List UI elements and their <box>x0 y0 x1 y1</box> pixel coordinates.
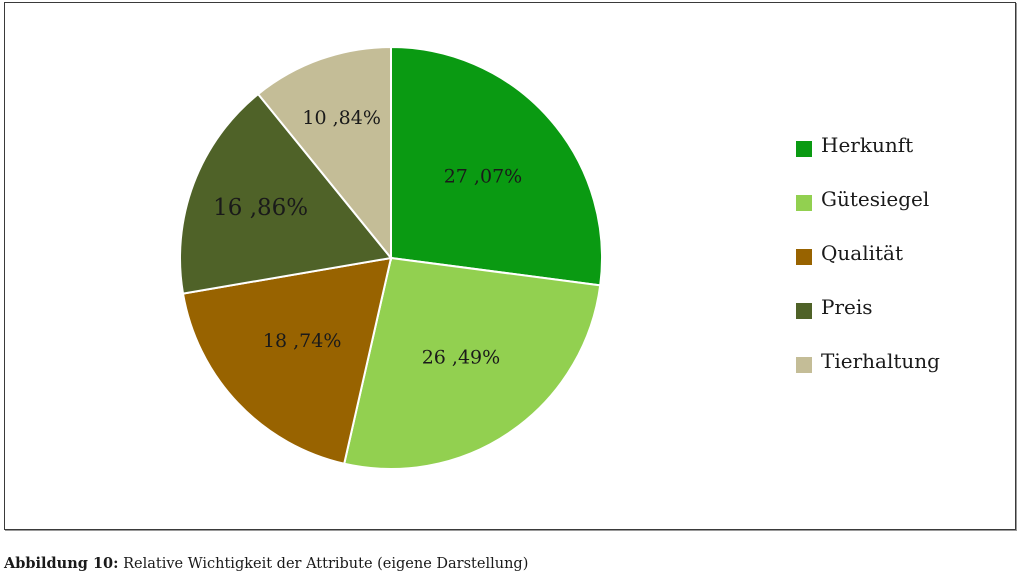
pie-slice-preis <box>179 92 393 295</box>
pie-slice-herkunft <box>390 45 603 287</box>
legend-swatch <box>796 195 812 211</box>
data-label-qualitaet: 18 ,74% <box>263 330 342 352</box>
legend-swatch <box>796 141 812 157</box>
data-label-preis: 16 ,86% <box>213 195 308 221</box>
caption-text: Relative Wichtigkeit der Attribute (eige… <box>118 556 529 572</box>
caption-label: Abbildung 10: <box>4 555 119 572</box>
legend-item-preis: Preis <box>793 293 1013 347</box>
legend-label: Qualität <box>821 241 903 265</box>
data-label-tierhaltung: 10 ,84% <box>302 107 381 129</box>
legend: Herkunft Gütesiegel Qualität Preis Tierh… <box>793 131 1013 401</box>
pie-slice-tierhaltung <box>256 45 392 261</box>
legend-item-tierhaltung: Tierhaltung <box>793 347 1013 401</box>
legend-label: Gütesiegel <box>821 187 930 211</box>
figure-caption: Abbildung 10: Relative Wichtigkeit der A… <box>4 555 528 572</box>
data-label-herkunft: 27 ,07% <box>444 165 523 187</box>
legend-label: Preis <box>821 295 873 319</box>
legend-item-qualitaet: Qualität <box>793 239 1013 293</box>
legend-label: Tierhaltung <box>821 349 940 373</box>
legend-item-guetesiegel: Gütesiegel <box>793 185 1013 239</box>
legend-label: Herkunft <box>821 133 914 157</box>
chart-frame: 27 ,07% 26 ,49% 18 ,74% 16 ,86% 10 ,84% Herk… <box>4 2 1016 530</box>
pie-slice-guetesiegel <box>342 256 602 470</box>
data-label-guetesiegel: 26 ,49% <box>422 346 501 368</box>
pie-slice-qualitaet <box>181 256 393 465</box>
legend-swatch <box>796 357 812 373</box>
legend-item-herkunft: Herkunft <box>793 131 1013 185</box>
pie-chart: 27 ,07% 26 ,49% 18 ,74% 16 ,86% 10 ,84% <box>179 45 603 470</box>
legend-swatch <box>796 249 812 265</box>
legend-swatch <box>796 303 812 319</box>
